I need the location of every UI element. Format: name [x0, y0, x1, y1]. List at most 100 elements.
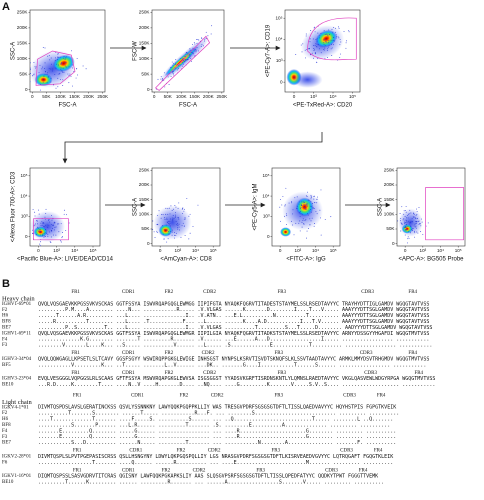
event-dot	[307, 205, 309, 207]
event-dot	[315, 46, 317, 47]
event-dot	[65, 56, 67, 58]
event-dot	[26, 219, 27, 220]
event-dot	[42, 222, 43, 224]
event-dot	[195, 48, 197, 50]
gate	[35, 50, 76, 86]
event-dot	[172, 219, 174, 221]
event-dot	[300, 213, 302, 214]
event-dot	[186, 197, 188, 199]
x-tick-label: 0	[293, 94, 296, 99]
event-dot	[415, 214, 417, 216]
event-dot	[50, 236, 52, 238]
event-dot	[58, 64, 60, 66]
event-dot	[42, 47, 44, 48]
arrow	[62, 132, 323, 164]
y-tick-label: 10⁴	[262, 193, 269, 198]
event-dot	[410, 212, 412, 214]
event-dot	[320, 52, 322, 54]
x-tick-label: 200K	[203, 94, 215, 99]
row-label: BE10	[2, 383, 14, 388]
event-dot	[47, 227, 49, 228]
event-dot	[291, 202, 293, 204]
event-dot	[316, 202, 318, 204]
event-dot	[47, 235, 49, 237]
event-dot	[70, 75, 72, 77]
event-dot	[36, 220, 38, 222]
event-dot	[63, 55, 65, 57]
event-dot	[68, 74, 70, 76]
event-dot	[49, 221, 50, 223]
event-dot	[313, 207, 315, 209]
event-dot	[177, 69, 179, 71]
y-tick-label: 50K	[141, 71, 150, 76]
event-dot	[308, 48, 310, 50]
event-dot	[403, 213, 405, 215]
event-dot	[48, 219, 49, 221]
event-dot	[162, 233, 164, 235]
event-dot	[412, 228, 414, 229]
x-tick-label: 0	[279, 248, 282, 253]
event-dot	[405, 229, 406, 231]
x-tick-label: 250K	[216, 94, 228, 99]
event-dot	[305, 204, 307, 206]
event-dot	[174, 234, 175, 236]
event-dot	[49, 231, 51, 233]
row-label: BF5	[2, 363, 11, 368]
event-dot	[415, 217, 416, 219]
sequence: DIQMTQSPSSLSASVGDRVTITCRAS QGISNY LAWFQQ…	[38, 474, 378, 480]
event-dot	[314, 223, 315, 224]
region-header: FR2	[162, 468, 171, 473]
row-label: BF8	[2, 423, 11, 428]
event-dot	[56, 63, 57, 65]
event-dot	[34, 66, 36, 68]
event-dot	[170, 76, 172, 77]
event-dot	[51, 215, 52, 216]
event-dot	[38, 72, 40, 74]
event-dot	[400, 220, 401, 222]
event-dot	[327, 42, 329, 44]
y-tick-label: 150K	[139, 197, 151, 202]
row-label: F2	[2, 411, 8, 416]
y-tick-label: 100K	[139, 212, 151, 217]
event-dot	[52, 228, 53, 230]
event-dot	[39, 234, 41, 236]
event-dot	[331, 28, 333, 30]
event-dot	[44, 47, 46, 49]
event-dot	[324, 57, 326, 59]
event-dot	[310, 54, 312, 56]
event-dot	[408, 213, 410, 215]
event-dot	[333, 44, 334, 46]
event-dot	[210, 33, 212, 35]
event-dot	[292, 224, 294, 226]
event-dot	[310, 220, 312, 222]
region-header: CDR1	[129, 449, 142, 454]
region-header: CDR3	[364, 371, 377, 376]
row-label: IGKV1-16*01	[2, 474, 32, 479]
event-dot	[168, 224, 170, 226]
event-dot	[305, 57, 307, 59]
event-dot	[412, 216, 414, 218]
event-dot	[166, 221, 168, 223]
event-dot	[51, 219, 53, 221]
event-dot	[192, 47, 194, 49]
y-axis-label: FSC-W	[133, 41, 139, 61]
event-dot	[178, 223, 180, 225]
y-axis-label: SSC-A	[11, 42, 17, 60]
event-dot	[64, 65, 66, 67]
event-dot	[414, 236, 416, 238]
event-dot	[316, 38, 318, 40]
event-dot	[52, 234, 54, 236]
event-dot	[52, 70, 54, 72]
event-dot	[32, 208, 34, 210]
density-core	[315, 29, 338, 48]
event-dot	[172, 215, 174, 217]
event-dot	[82, 65, 84, 67]
region-header: FR1	[71, 290, 80, 295]
y-tick-label: 10⁵	[275, 15, 282, 20]
event-dot	[346, 40, 347, 42]
event-dot	[166, 230, 168, 231]
event-dot	[405, 211, 407, 213]
event-dot	[64, 59, 66, 61]
event-dot	[416, 221, 418, 222]
event-dot	[345, 47, 347, 49]
